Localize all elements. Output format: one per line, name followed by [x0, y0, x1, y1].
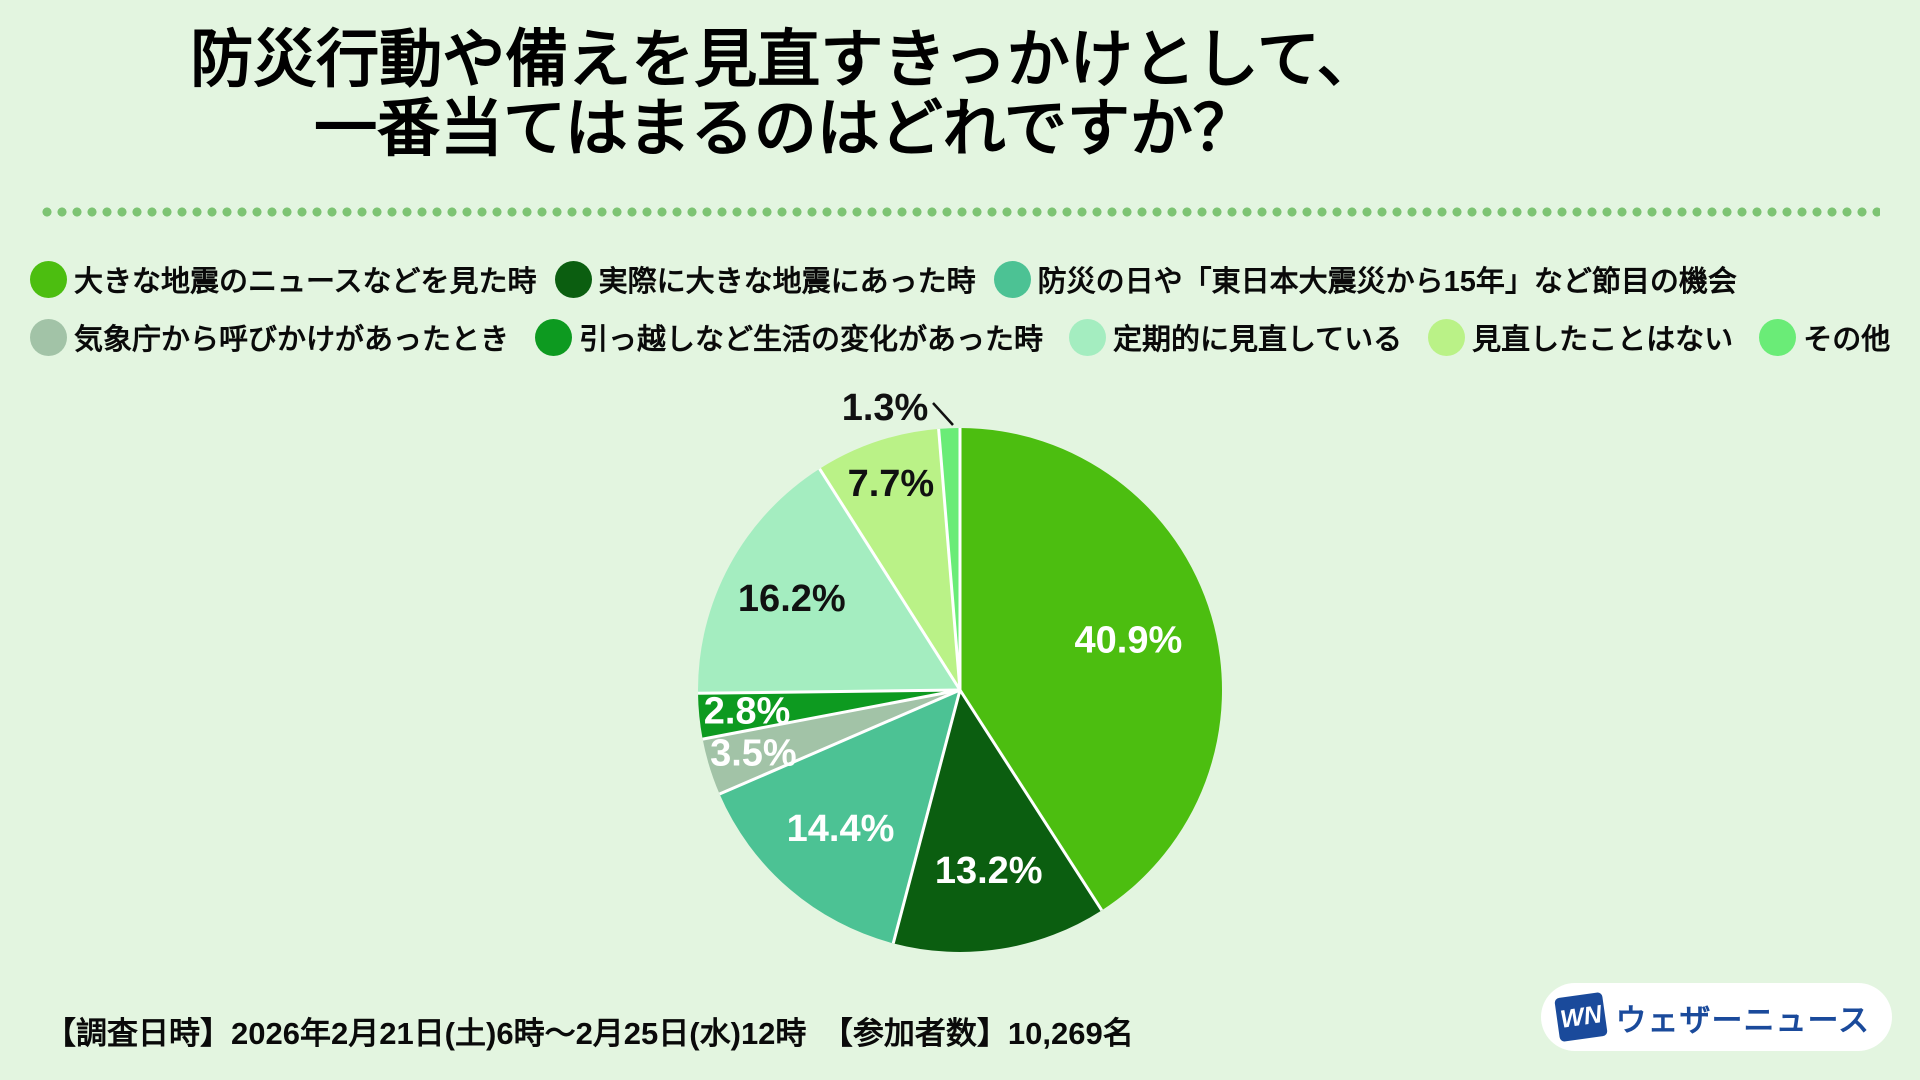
legend-swatch-icon: [993, 260, 1031, 298]
legend-swatch-icon: [1759, 318, 1797, 356]
legend-item: その他: [1759, 316, 1890, 358]
slice-value-label: 40.9%: [1075, 620, 1183, 662]
pie-slice-3: [702, 690, 960, 795]
legend-label: 気象庁から呼びかけがあったとき: [74, 324, 510, 356]
wn-logo-icon: WN: [1553, 991, 1608, 1043]
legend-label: その他: [1803, 324, 1891, 356]
legend-swatch-icon: [554, 260, 592, 298]
slice-separator: [891, 689, 962, 944]
pie-slice-5: [697, 468, 960, 694]
logo-text: ウェザーニュース: [1615, 1002, 1870, 1038]
slice-separator: [698, 688, 961, 695]
legend-swatch-icon: [30, 260, 67, 298]
legend-label: 大きな地震のニュースなどを見た時: [74, 266, 537, 298]
legend-label: 防災の日や「東日本大震災から15年」など節目の機会: [1037, 266, 1737, 298]
slice-value-label: 14.4%: [787, 808, 895, 850]
pie-slice-1: [893, 690, 1102, 952]
dotted-divider: [40, 206, 1880, 218]
legend-row-1: 大きな地震のニュースなどを見た時 実際に大きな地震にあった時 防災の日や「東日本大震…: [30, 258, 1737, 300]
weathernews-logo: WN ウェザーニュース: [1540, 983, 1892, 1051]
slice-separator: [718, 688, 961, 796]
slice-value-label: 13.2%: [935, 850, 1043, 892]
legend-label: 見直したことはない: [1472, 324, 1734, 356]
slice-value-label: 1.3%: [842, 387, 929, 429]
legend-item: 定期的に見直している: [1069, 316, 1402, 358]
legend-item: 引っ越しなど生活の変化があった時: [535, 316, 1043, 358]
slice-separator: [937, 428, 962, 691]
legend-swatch-icon: [535, 318, 573, 356]
legend-item: 防災の日や「東日本大震災から15年」など節目の機会: [993, 258, 1737, 300]
legend-swatch-icon: [1069, 318, 1107, 356]
legend-item: 実際に大きな地震にあった時: [554, 258, 976, 300]
slice-separator: [958, 689, 1104, 912]
legend-item: 気象庁から呼びかけがあったとき: [30, 316, 509, 358]
legend-row-2: 気象庁から呼びかけがあったとき 引っ越しなど生活の変化があった時 定期的に見直してい…: [30, 316, 1890, 358]
wn-logo-letters: WN: [1557, 999, 1604, 1034]
survey-info: 【調査日時】2026年2月21日(土)6時〜2月25日(水)12時 【参加者数】…: [45, 1016, 1134, 1051]
slice-value-label: 3.5%: [710, 733, 797, 775]
pie-slice-6: [819, 428, 960, 690]
page-title: 防災行動や備えを見直すきっかけとして、 一番当てはまるのはどれですか？: [0, 26, 1570, 164]
slice-separator: [702, 688, 961, 741]
legend-item: 見直したことはない: [1428, 316, 1733, 358]
legend-label: 引っ越しなど生活の変化があった時: [579, 324, 1044, 356]
slice-value-label: 7.7%: [848, 463, 935, 505]
slice-value-label: 2.8%: [704, 691, 791, 733]
legend-label: 実際に大きな地震にあった時: [598, 266, 976, 298]
page-title-line-1: 防災行動や備えを見直すきっかけとして、: [190, 25, 1380, 95]
legend-swatch-icon: [30, 318, 67, 356]
slice-value-label: 16.2%: [738, 578, 846, 620]
slice-separator: [818, 467, 962, 691]
page-title-line-2: 一番当てはまるのはどれですか？: [314, 94, 1256, 164]
legend-swatch-icon: [1428, 318, 1466, 356]
pie-slice-2: [719, 690, 960, 944]
label-pointer-line: [932, 402, 954, 426]
legend-label: 定期的に見直している: [1113, 324, 1403, 356]
legend-item: 大きな地震のニュースなどを見た時: [30, 258, 537, 300]
